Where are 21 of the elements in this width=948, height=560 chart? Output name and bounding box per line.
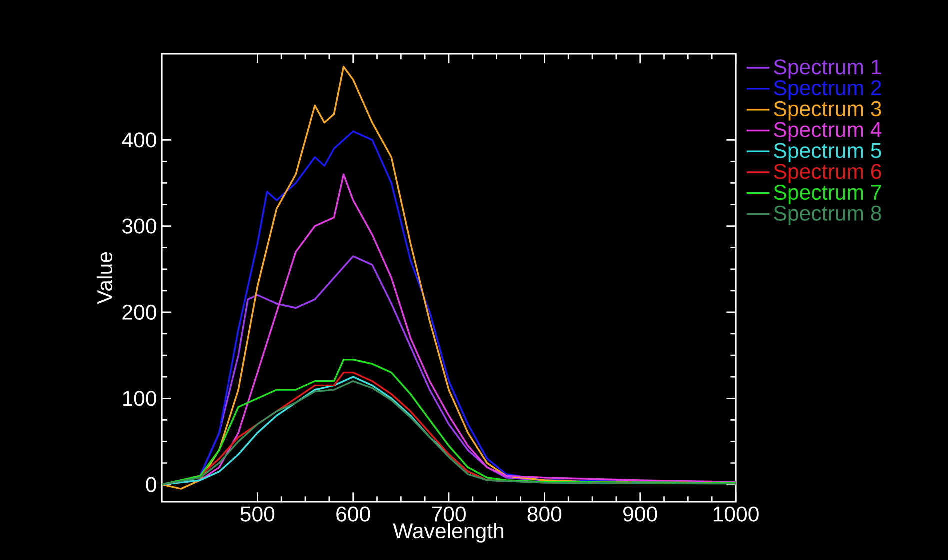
legend-label: Spectrum 7 <box>774 184 882 204</box>
legend-label: Spectrum 6 <box>774 164 882 184</box>
legend-label: Spectrum 4 <box>774 122 882 142</box>
y-tick-label: 100 <box>123 391 156 406</box>
x-tick-label: 900 <box>624 506 658 522</box>
y-tick-label: 300 <box>122 218 156 234</box>
legend-label: Spectrum 2 <box>774 80 882 100</box>
x-tick-label: 500 <box>240 506 275 522</box>
x-tick-label: 700 <box>432 506 466 522</box>
legend-label: Spectrum 5 <box>774 143 882 163</box>
legend-label: Spectrum 8 <box>774 206 882 226</box>
y-tick-label: 0 <box>146 477 156 492</box>
y-tick-label: 400 <box>122 132 156 148</box>
x-axis-title: Wavelength <box>393 522 504 543</box>
x-tick-label: 600 <box>336 506 370 522</box>
y-axis-title: Value <box>96 252 113 304</box>
x-tick-label: 800 <box>528 506 562 522</box>
y-tick-label: 200 <box>122 304 156 320</box>
legend-label: Spectrum 3 <box>774 101 882 121</box>
legend-label: Spectrum 1 <box>774 60 882 79</box>
x-tick-label: 1000 <box>714 506 759 522</box>
